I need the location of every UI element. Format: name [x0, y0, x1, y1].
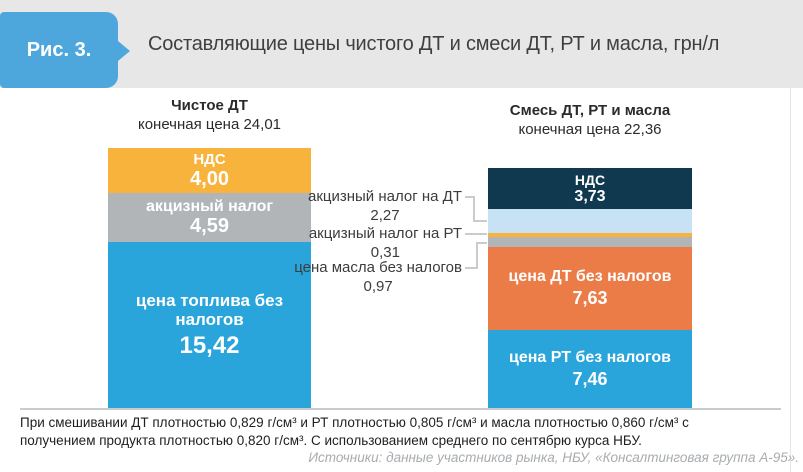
bar-clean-diesel: НДС 4,00 акцизный налог 4,59 цена топлив… — [108, 148, 311, 408]
figure-badge: Рис. 3. — [0, 12, 130, 88]
figure-header: Рис. 3. Составляющие цены чистого ДТ и с… — [0, 0, 803, 88]
callout-oil-price-value: 0,97 — [363, 278, 393, 295]
bar-header-mix: Смесь ДТ, РТ и масла конечная цена 22,36 — [488, 102, 692, 138]
segment-excise-clean-label: акцизный налог — [145, 198, 274, 215]
footnote-text: При смешивании ДТ плотностью 0,829 г/см³… — [20, 415, 689, 448]
callout-excise-jet-value: 0,31 — [370, 244, 400, 261]
segment-diesel-price-mix-value: 7,63 — [572, 288, 608, 308]
segment-diesel-price-mix-label: цена ДТ без налогов — [508, 268, 672, 285]
segment-vat-mix: НДС 3,73 — [488, 168, 692, 209]
segment-excise-clean-value: 4,59 — [190, 215, 229, 237]
final-price-value: 22,36 — [623, 121, 662, 138]
segment-jet-price-mix-label: цена РТ без налогов — [509, 348, 671, 366]
callout-excise-jet: акцизный налог на РТ 0,31 — [309, 226, 462, 261]
bar-mix: НДС 3,73 цена ДТ без налогов 7,63 цена Р… — [488, 168, 692, 408]
final-price-prefix: конечная цена — [518, 121, 620, 138]
segment-jet-price-mix-value: 7,46 — [572, 368, 608, 389]
segment-oil-price-mix — [488, 237, 692, 247]
figure-badge-label: Рис. 3. — [26, 38, 92, 61]
badge-arrow-shape — [118, 41, 130, 61]
segment-diesel-price-mix: цена ДТ без налогов 7,63 — [488, 247, 692, 330]
segment-vat-clean-value: 4,00 — [190, 167, 229, 190]
segment-fuel-price-clean-label: цена топлива без налогов — [135, 291, 284, 329]
source-text: Источники: данные участников рынка, НБУ,… — [308, 450, 799, 465]
callout-excise-diesel-value: 2,27 — [370, 207, 400, 224]
callout-excise-diesel: акцизный налог на ДТ 2,27 — [308, 189, 462, 224]
segment-excise-diesel-mix — [488, 209, 692, 233]
final-price-value: 24,01 — [243, 116, 282, 133]
segment-fuel-price-clean-value: 15,42 — [179, 332, 240, 359]
callout-oil-price: цена масла без налогов 0,97 — [294, 260, 462, 295]
figure-title: Составляющие цены чистого ДТ и смеси ДТ,… — [148, 32, 720, 55]
segment-vat-mix-value: 3,73 — [574, 187, 606, 205]
bar-final-price-clean-diesel: конечная цена 24,01 — [108, 116, 311, 133]
bar-header-clean-diesel: Чистое ДТ конечная цена 24,01 — [108, 97, 311, 133]
segment-vat-clean: НДС 4,00 — [108, 148, 311, 193]
segment-fuel-price-clean: цена топлива без налогов 15,42 — [108, 242, 311, 408]
segment-excise-clean: акцизный налог 4,59 — [108, 193, 311, 242]
segment-vat-clean-label: НДС — [193, 150, 226, 168]
bar-name-mix: Смесь ДТ, РТ и масла — [509, 102, 671, 119]
segment-jet-price-mix: цена РТ без налогов 7,46 — [488, 330, 692, 408]
final-price-prefix: конечная цена — [137, 116, 240, 133]
segment-excise-jet-mix — [488, 233, 692, 237]
bar-final-price-mix: конечная цена 22,36 — [488, 121, 692, 138]
callout-excise-jet-label: акцизный налог на РТ — [308, 225, 462, 242]
callout-oil-price-label: цена масла без налогов — [294, 259, 462, 276]
baseline-axis — [20, 408, 781, 410]
segment-vat-mix-label: НДС — [574, 171, 606, 188]
callout-excise-diesel-label: акцизный налог на ДТ — [307, 188, 462, 205]
bar-name-clean-diesel: Чистое ДТ — [171, 97, 248, 114]
page-right-border — [790, 88, 791, 472]
